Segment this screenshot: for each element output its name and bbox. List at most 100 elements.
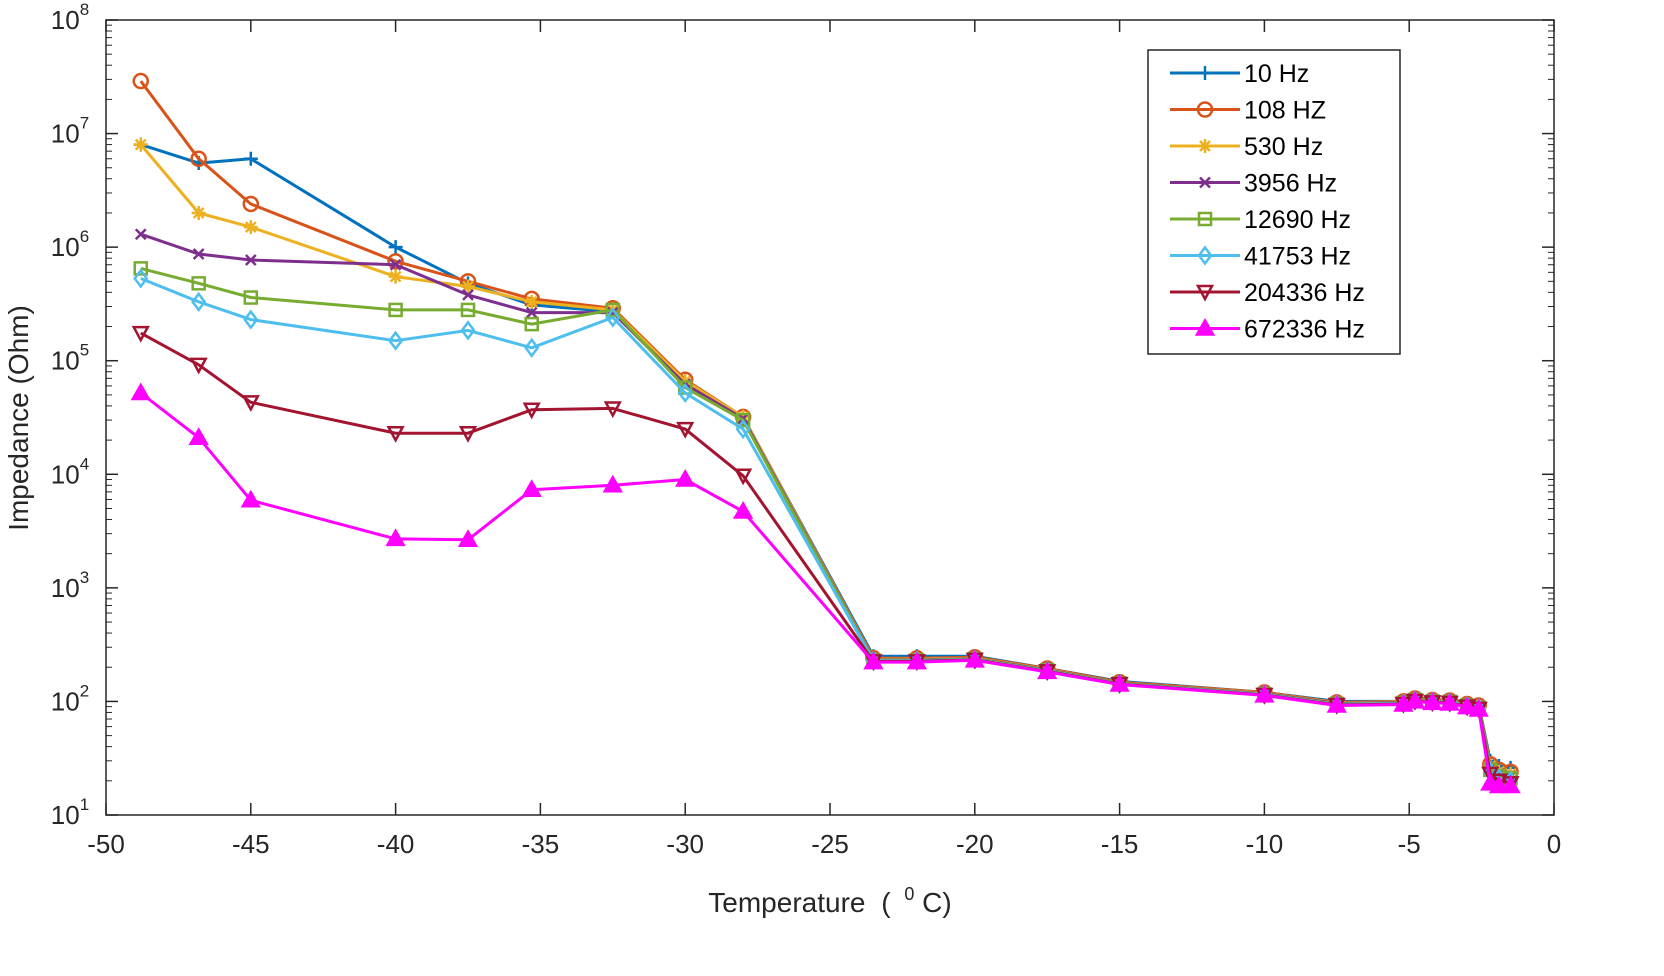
data-point-672336-hz xyxy=(906,651,928,670)
legend-marker-672336-hz xyxy=(1194,317,1216,336)
legend-label-204336-hz: 204336 Hz xyxy=(1244,279,1365,307)
y-tick-label: 108 xyxy=(51,0,89,35)
data-point-672336-hz xyxy=(1488,775,1510,794)
data-point-204336-hz xyxy=(189,357,208,375)
data-point-672336-hz xyxy=(602,474,623,493)
y-tick-label: 105 xyxy=(51,341,89,376)
data-point-12690-hz xyxy=(605,302,621,318)
data-point-3956-hz xyxy=(244,254,257,266)
data-point-672336-hz xyxy=(457,529,479,548)
data-point-41753-hz xyxy=(460,320,476,341)
x-tick-label: -10 xyxy=(1246,829,1284,859)
x-axis-title: Temperature ( 0 C) xyxy=(708,875,951,918)
y-axis-title: Impedance (Ohm) xyxy=(3,305,34,531)
legend-entry-204336-hz: 204336 Hz xyxy=(1170,279,1365,307)
legend-marker-3956-hz xyxy=(1199,176,1211,189)
legend-entry-672336-hz: 672336 Hz xyxy=(1170,316,1365,344)
data-point-672336-hz xyxy=(1326,695,1347,713)
data-point-672336-hz xyxy=(1439,692,1460,711)
legend-label-10-hz: 10 Hz xyxy=(1244,60,1309,88)
data-point-108-hz xyxy=(190,150,207,168)
data-point-530-hz xyxy=(388,269,403,284)
data-point-672336-hz xyxy=(240,489,261,508)
data-point-530-hz xyxy=(191,205,206,220)
x-axis-title-unit-close: C) xyxy=(922,887,952,918)
x-tick-label: -25 xyxy=(811,829,849,859)
data-point-108-hz xyxy=(242,195,260,213)
x-tick-label: -20 xyxy=(956,829,994,859)
data-point-204336-hz xyxy=(1489,773,1509,791)
data-point-41753-hz xyxy=(243,309,259,330)
series-layer xyxy=(130,72,1521,794)
data-point-672336-hz xyxy=(188,427,209,445)
data-point-12690-hz xyxy=(460,302,476,318)
data-point-204336-hz xyxy=(522,402,541,420)
legend-box xyxy=(1147,49,1401,355)
legend-entry-108-hz: 108 HZ xyxy=(1170,97,1326,125)
data-point-672336-hz xyxy=(863,651,884,670)
data-point-672336-hz xyxy=(1404,690,1426,709)
x-tick-label: 0 xyxy=(1547,829,1561,859)
legend-marker-108-hz xyxy=(1196,101,1214,118)
legend-marker-204336-hz xyxy=(1195,284,1215,302)
data-point-41753-hz xyxy=(605,307,621,328)
y-tick-label: 102 xyxy=(51,681,89,716)
data-point-672336-hz xyxy=(1254,684,1275,703)
data-point-10-hz xyxy=(243,151,258,166)
data-point-530-hz xyxy=(524,294,539,309)
data-point-204336-hz xyxy=(241,395,260,412)
data-point-672336-hz xyxy=(964,649,985,668)
legend-label-108-hz: 108 HZ xyxy=(1244,97,1326,125)
data-point-204336-hz xyxy=(603,401,622,419)
data-point-3956-hz xyxy=(192,248,205,260)
data-point-12690-hz xyxy=(388,302,403,318)
data-point-204336-hz xyxy=(386,425,405,443)
x-tick-label: -35 xyxy=(522,829,560,859)
data-point-204336-hz xyxy=(734,468,753,486)
data-point-672336-hz xyxy=(1037,661,1058,680)
data-point-3956-hz xyxy=(134,228,147,241)
y-tick-label: 106 xyxy=(51,227,89,262)
legend-label-41753-hz: 41753 Hz xyxy=(1244,243,1351,271)
axes-layer: -50 -45 -40 -35 -30 -25 -20 -15 -10 -5 01011021031… xyxy=(51,0,1561,859)
x-tick-label: -5 xyxy=(1398,829,1421,859)
legend-entry-12690-hz: 12690 Hz xyxy=(1170,206,1351,234)
y-tick-label: 107 xyxy=(51,114,89,149)
legend-entry-3956-hz: 3956 Hz xyxy=(1170,170,1337,198)
legend-marker-10-hz xyxy=(1198,66,1212,80)
legend-marker-530-hz xyxy=(1198,139,1212,153)
y-tick-label: 103 xyxy=(51,568,89,603)
data-point-204336-hz xyxy=(131,325,150,343)
x-tick-label: -40 xyxy=(377,829,415,859)
data-point-12690-hz xyxy=(133,261,149,276)
data-point-12690-hz xyxy=(191,276,206,291)
data-point-3956-hz xyxy=(389,258,402,271)
legend-entry-41753-hz: 41753 Hz xyxy=(1170,243,1351,271)
data-point-672336-hz xyxy=(732,501,754,519)
data-point-204336-hz xyxy=(458,425,478,443)
data-point-204336-hz xyxy=(676,421,695,439)
legend: 10 Hz 108 HZ 530 Hz 3956 Hz 12690 Hz 41753 Hz… xyxy=(1147,49,1401,355)
data-point-41753-hz xyxy=(677,382,693,404)
x-axis-title-text: Temperature xyxy=(708,887,865,918)
data-point-41753-hz xyxy=(388,330,404,351)
legend-entry-10-hz: 10 Hz xyxy=(1170,60,1309,88)
data-point-672336-hz xyxy=(1500,775,1521,794)
data-point-672336-hz xyxy=(521,479,542,498)
data-point-530-hz xyxy=(243,220,258,235)
data-point-672336-hz xyxy=(1109,673,1130,692)
data-point-672336-hz xyxy=(1422,692,1443,711)
x-axis-title-unit-open: ( xyxy=(881,887,891,918)
x-tick-label: -45 xyxy=(232,829,270,859)
data-point-41753-hz xyxy=(524,337,540,358)
data-point-10-hz xyxy=(388,240,403,255)
legend-label-12690-hz: 12690 Hz xyxy=(1244,206,1351,234)
y-tick-label: 104 xyxy=(51,454,89,489)
legend-entry-530-hz: 530 Hz xyxy=(1170,133,1323,161)
data-point-530-hz xyxy=(133,137,148,152)
data-point-3956-hz xyxy=(462,288,474,301)
data-point-108-hz xyxy=(387,253,404,270)
data-point-12690-hz xyxy=(524,316,539,332)
legend-label-3956-hz: 3956 Hz xyxy=(1244,170,1337,198)
